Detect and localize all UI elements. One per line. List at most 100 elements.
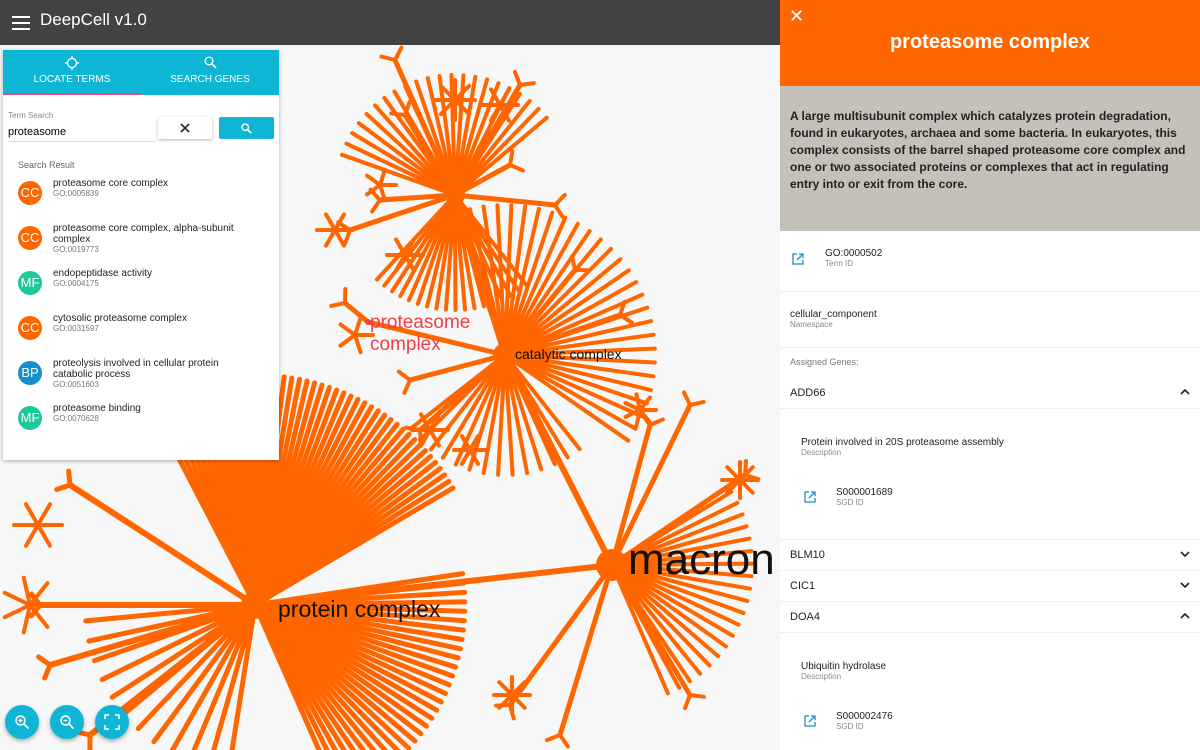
tab-locate-terms-label: LOCATE TERMS [33,74,111,85]
gene-detail: Protein involved in 20S proteasome assem… [780,409,1200,540]
zoom-out-button[interactable] [50,705,84,739]
graph-edge [468,434,480,452]
graph-edge [503,221,580,357]
graph-edge [324,228,337,248]
graph-edge [512,69,522,87]
graph-edge [453,115,549,197]
term-search-input[interactable] [8,123,156,142]
graph-edge [503,332,656,357]
gene-row[interactable]: ADD66 [780,378,1200,409]
tab-locate-terms[interactable]: LOCATE TERMS [3,50,141,95]
detail-title: proteasome complex [889,31,1091,53]
assigned-genes-heading: Assigned Genes: [790,357,859,367]
graph-edge [365,173,382,187]
graph-edge [21,603,32,635]
result-item[interactable]: MF endopeptidase activity GO:0004175 [3,268,279,313]
graph-edge [610,563,750,603]
graph-edge [438,83,457,102]
graph-edge [211,602,258,750]
node-label-proteasome-complex[interactable]: proteasome complex [370,312,471,355]
result-name: endopeptidase activity [53,268,152,279]
graph-edge [553,192,567,207]
graph-edge [403,99,412,117]
graph-edge [623,408,642,419]
graph-edge [503,346,657,357]
graph-edge [329,301,347,308]
chevron-up-icon [1180,388,1190,395]
graph-edge [503,353,649,406]
search-button[interactable] [219,117,274,139]
graph-edge [610,563,741,627]
graph-edge [610,536,752,567]
graph-edge [2,603,32,620]
graph-edge [610,563,752,591]
close-icon[interactable]: ✕ [789,6,805,26]
graph-edge [738,465,755,482]
graph-edge [610,561,754,567]
search-result-list: CC proteasome core complex GO:0005839 CC pro… [3,178,279,448]
gene-row[interactable]: DOA4 [780,602,1200,633]
external-link-icon[interactable] [804,491,816,503]
graph-edge [452,162,513,198]
graph-edge [725,478,742,495]
zoom-in-button[interactable] [5,705,39,739]
result-item[interactable]: CC proteasome core complex, alpha-subunit… [3,223,279,268]
clear-button[interactable] [158,117,212,139]
result-item[interactable]: BP proteolysis involved in cellular prote… [3,358,279,403]
graph-edge [418,428,423,446]
node-label-catalytic-complex[interactable]: catalytic complex [515,346,622,362]
term-detail-panel: ✕ proteasome complex A large multisubuni… [780,0,1200,750]
graph-edge [508,149,515,167]
result-name: proteasome binding [53,403,141,414]
graph-edge [503,257,623,357]
result-name: cytosolic proteasome complex [53,313,187,324]
graph-edge [610,563,746,616]
gene-description: Protein involved in 20S proteasome assem… [801,437,1004,448]
node-label-protein-complex[interactable]: protein complex [278,596,441,622]
gene-row[interactable]: CIC1 [780,571,1200,602]
graph-edge [402,378,412,395]
graph-edge [503,210,555,357]
result-go-id: GO:0031597 [53,324,99,333]
namespace-badge: BP [18,361,42,385]
result-item[interactable]: CC cytosolic proteasome complex GO:0031597 [3,313,279,358]
graph-edge [610,563,735,638]
graph-node-proteasome-complex[interactable] [365,319,371,325]
graph-edge [497,680,514,697]
graph-edge [503,353,544,472]
target-icon [3,56,141,72]
gene-detail: Ubiquitin hydrolase Description S000002476… [780,633,1200,750]
result-item[interactable]: MF proteasome binding GO:0070628 [3,403,279,448]
graph-edge [510,693,527,710]
external-link-icon[interactable] [792,253,804,265]
graph-edge [342,300,371,325]
graph-edge [683,693,692,711]
graph-edge [353,315,363,337]
menu-icon[interactable] [12,12,30,32]
graph-edge [503,215,568,357]
graph-edge [503,353,570,460]
graph-edge [324,212,337,232]
graph-node-catalytic-complex[interactable] [493,343,517,367]
graph-node-macro[interactable] [596,549,628,581]
graph-node[interactable] [445,185,465,205]
graph-node-protein-complex[interactable] [241,591,269,619]
tab-search-genes[interactable]: SEARCH GENES [141,50,279,95]
graph-edge [610,563,712,668]
search-icon [141,56,279,72]
result-text: proteasome core complex GO:0005839 [53,178,253,199]
node-label-macro[interactable]: macron [628,535,775,584]
gene-sgd-caption: SGD ID [836,722,864,731]
gene-row[interactable]: BLM10 [780,540,1200,571]
graph-edge [135,602,258,732]
result-go-id: GO:0070628 [53,414,99,423]
fit-screen-button[interactable] [95,705,129,739]
graph-edge [365,319,508,358]
external-link-icon[interactable] [804,715,816,727]
graph-edge [610,524,749,567]
graph-edge [453,98,472,117]
graph-edge [377,192,458,203]
graph-edge [378,167,387,187]
graph-edge [36,523,52,548]
result-item[interactable]: CC proteasome core complex GO:0005839 [3,178,279,223]
